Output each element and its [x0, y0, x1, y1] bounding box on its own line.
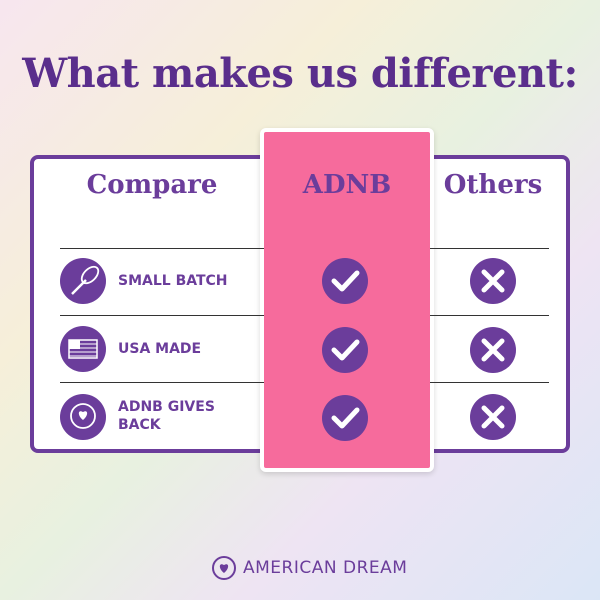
brand: AMERICAN DREAM — [243, 558, 408, 578]
cross-icon — [470, 258, 516, 304]
row-label: ADNB GIVES BACK — [118, 399, 215, 433]
row-icon — [60, 326, 106, 372]
column-header: Compare — [86, 170, 218, 200]
cross-icon — [470, 394, 516, 440]
row-label: SMALL BATCH — [118, 273, 228, 289]
check-icon — [322, 258, 368, 304]
column-header: Others — [443, 170, 543, 200]
column-header: ADNB — [302, 170, 392, 200]
title: What makes us different: — [22, 50, 578, 97]
row-icon — [60, 394, 106, 440]
check-icon — [322, 327, 368, 373]
row-label: USA MADE — [118, 341, 202, 357]
cross-icon — [470, 327, 516, 373]
check-icon — [322, 395, 368, 441]
row-icon — [60, 258, 106, 304]
logo — [212, 556, 236, 580]
